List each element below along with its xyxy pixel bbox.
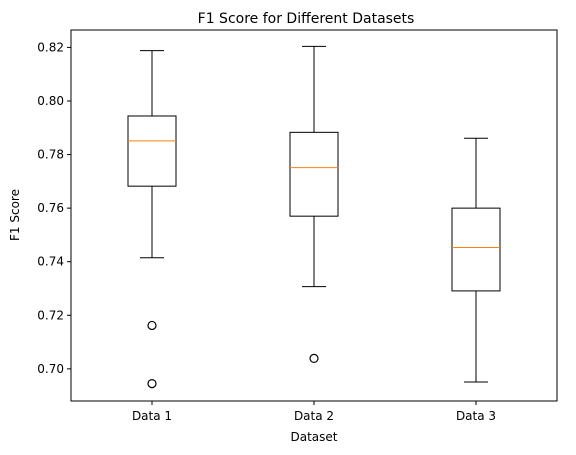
y-tick-label: 0.80 — [37, 94, 64, 108]
y-tick-label: 0.72 — [37, 308, 64, 322]
x-axis-label: Dataset — [291, 430, 338, 444]
iqr-box — [127, 115, 177, 187]
y-axis: 0.70 0.72 0.74 0.76 0.78 0.80 0.82 — [37, 40, 71, 376]
x-tick-label: Data 2 — [294, 409, 334, 423]
y-tick-label: 0.82 — [37, 40, 64, 54]
x-tick-label: Data 3 — [456, 409, 496, 423]
iqr-box — [289, 131, 339, 217]
y-tick-label: 0.74 — [37, 255, 64, 269]
outlier-point — [147, 378, 157, 389]
outlier-point — [147, 320, 157, 331]
chart-title: F1 Score for Different Datasets — [198, 11, 415, 27]
box-group — [127, 50, 177, 389]
box-group — [289, 45, 339, 364]
y-tick-label: 0.78 — [37, 148, 64, 162]
iqr-box — [451, 207, 501, 292]
x-tick-label: Data 1 — [132, 409, 172, 423]
x-axis: Data 1 Data 2 Data 3 — [132, 401, 496, 423]
y-tick-label: 0.70 — [37, 362, 64, 376]
y-tick-label: 0.76 — [37, 201, 64, 215]
y-axis-label: F1 Score — [8, 189, 22, 241]
box-group — [451, 137, 501, 383]
box-series — [127, 45, 501, 389]
outlier-point — [309, 353, 319, 364]
